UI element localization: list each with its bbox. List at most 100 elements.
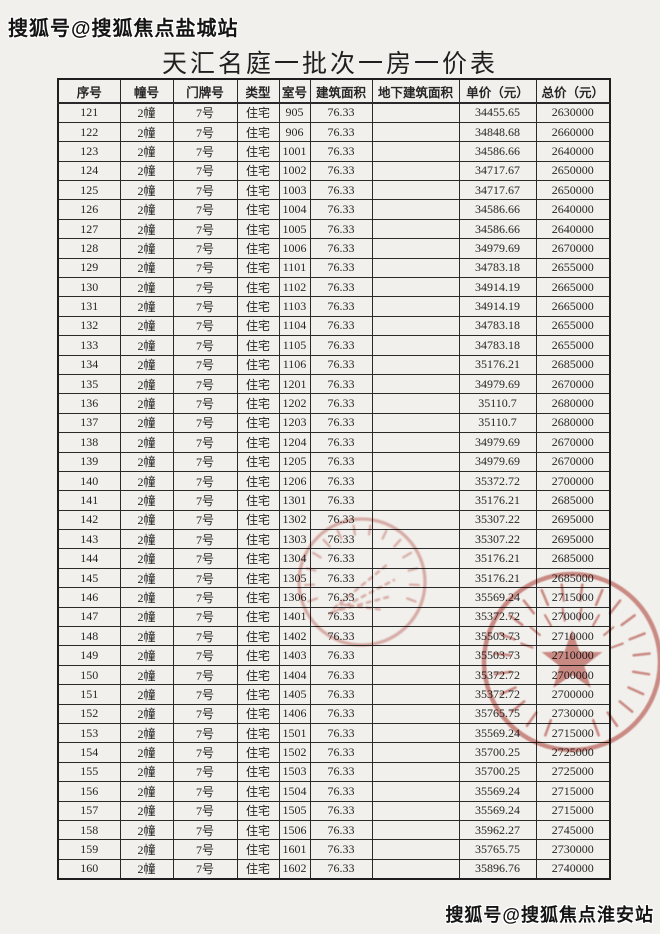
col-building: 2幢 bbox=[119, 626, 174, 647]
col-basement-area bbox=[371, 761, 460, 783]
col-index: 121 bbox=[57, 102, 121, 123]
col-basement-area bbox=[371, 781, 460, 802]
col-type: 住宅 bbox=[236, 567, 280, 589]
col-type: 住宅 bbox=[236, 548, 280, 569]
col-building: 2幢 bbox=[119, 645, 174, 666]
col-building: 2幢 bbox=[119, 180, 174, 201]
table-row: 135 2幢 7号 住宅 1201 76.33 34979.69 2670000 bbox=[57, 373, 611, 395]
col-room: 1502 bbox=[278, 742, 311, 763]
col-building: 2幢 bbox=[119, 781, 174, 802]
table-row: 133 2幢 7号 住宅 1105 76.33 34783.18 2655000 bbox=[57, 335, 611, 356]
col-floor-area: 76.33 bbox=[309, 141, 373, 162]
col-building: 2幢 bbox=[119, 121, 174, 143]
col-building: 2幢 bbox=[119, 335, 174, 356]
col-basement-area bbox=[371, 354, 460, 375]
col-building: 2幢 bbox=[119, 238, 174, 259]
col-unit-price: 35569.24 bbox=[458, 781, 537, 802]
table-row: 155 2幢 7号 住宅 1503 76.33 35700.25 2725000 bbox=[57, 761, 611, 783]
col-building: 2幢 bbox=[119, 141, 174, 162]
col-building: 2幢 bbox=[119, 664, 174, 686]
col-basement-area bbox=[371, 839, 460, 860]
col-type: 住宅 bbox=[236, 257, 280, 279]
col-type: 住宅 bbox=[236, 199, 280, 220]
col-room: 1303 bbox=[278, 529, 311, 550]
col-index: 150 bbox=[57, 664, 121, 686]
col-unit-price: 35569.24 bbox=[458, 722, 537, 744]
col-floor-area: 76.33 bbox=[309, 393, 373, 414]
col-basement-area bbox=[371, 102, 460, 123]
col-floor-area: 76.33 bbox=[309, 742, 373, 763]
col-door-number: 7号 bbox=[172, 335, 238, 356]
col-door-number: 7号 bbox=[172, 742, 238, 763]
col-basement-area bbox=[371, 277, 460, 298]
col-building: 2幢 bbox=[119, 858, 174, 880]
col-building: 2幢 bbox=[119, 761, 174, 783]
col-total-price: 2685000 bbox=[535, 548, 611, 569]
col-type: 住宅 bbox=[236, 277, 280, 298]
col-room: 1006 bbox=[278, 238, 311, 259]
col-room: 1504 bbox=[278, 781, 311, 802]
col-unit-price: 35372.72 bbox=[458, 470, 537, 492]
col-door-number: 7号 bbox=[172, 218, 238, 240]
col-unit-price: 34848.68 bbox=[458, 121, 537, 143]
col-index: 131 bbox=[57, 296, 121, 317]
table-row: 134 2幢 7号 住宅 1106 76.33 35176.21 2685000 bbox=[57, 354, 611, 375]
col-room: 1501 bbox=[278, 722, 311, 744]
col-total-price: 2685000 bbox=[535, 567, 611, 589]
table-row: 148 2幢 7号 住宅 1402 76.33 35503.73 2710000 bbox=[57, 626, 611, 647]
col-basement-area bbox=[371, 606, 460, 628]
table-row: 141 2幢 7号 住宅 1301 76.33 35176.21 2685000 bbox=[57, 490, 611, 511]
col-total-price: 2700000 bbox=[535, 606, 611, 628]
header-col-basement-area: 地下建筑面积 bbox=[371, 78, 460, 104]
col-total-price: 2695000 bbox=[535, 509, 611, 531]
col-floor-area: 76.33 bbox=[309, 277, 373, 298]
col-room: 1304 bbox=[278, 548, 311, 569]
col-building: 2幢 bbox=[119, 373, 174, 395]
header-col-unit-price: 单价（元） bbox=[458, 78, 537, 104]
col-total-price: 2655000 bbox=[535, 315, 611, 337]
col-building: 2幢 bbox=[119, 567, 174, 589]
col-floor-area: 76.33 bbox=[309, 412, 373, 434]
col-index: 133 bbox=[57, 335, 121, 356]
col-type: 住宅 bbox=[236, 490, 280, 511]
col-index: 152 bbox=[57, 703, 121, 725]
header-col-room: 室号 bbox=[278, 78, 311, 104]
col-type: 住宅 bbox=[236, 141, 280, 162]
col-basement-area bbox=[371, 199, 460, 220]
col-basement-area bbox=[371, 121, 460, 143]
col-floor-area: 76.33 bbox=[309, 606, 373, 628]
col-door-number: 7号 bbox=[172, 354, 238, 375]
col-room: 1404 bbox=[278, 664, 311, 686]
col-total-price: 2670000 bbox=[535, 432, 611, 453]
col-door-number: 7号 bbox=[172, 257, 238, 279]
table-row: 125 2幢 7号 住宅 1003 76.33 34717.67 2650000 bbox=[57, 180, 611, 201]
col-unit-price: 34455.65 bbox=[458, 102, 537, 123]
col-building: 2幢 bbox=[119, 703, 174, 725]
col-door-number: 7号 bbox=[172, 199, 238, 220]
col-room: 1102 bbox=[278, 277, 311, 298]
col-room: 1205 bbox=[278, 451, 311, 472]
col-floor-area: 76.33 bbox=[309, 218, 373, 240]
col-floor-area: 76.33 bbox=[309, 587, 373, 608]
col-room: 1105 bbox=[278, 335, 311, 356]
col-type: 住宅 bbox=[236, 684, 280, 705]
col-building: 2幢 bbox=[119, 800, 174, 821]
col-index: 124 bbox=[57, 160, 121, 182]
col-unit-price: 35962.27 bbox=[458, 819, 537, 841]
col-unit-price: 34717.67 bbox=[458, 180, 537, 201]
header-col-building: 幢号 bbox=[119, 78, 174, 104]
col-unit-price: 35503.73 bbox=[458, 626, 537, 647]
col-total-price: 2655000 bbox=[535, 257, 611, 279]
col-floor-area: 76.33 bbox=[309, 121, 373, 143]
col-unit-price: 35700.25 bbox=[458, 761, 537, 783]
table-row: 147 2幢 7号 住宅 1401 76.33 35372.72 2700000 bbox=[57, 606, 611, 628]
header-col-total-price: 总价（元） bbox=[535, 78, 611, 104]
col-index: 156 bbox=[57, 781, 121, 802]
col-door-number: 7号 bbox=[172, 180, 238, 201]
col-room: 1001 bbox=[278, 141, 311, 162]
col-unit-price: 34979.69 bbox=[458, 451, 537, 472]
col-building: 2幢 bbox=[119, 393, 174, 414]
col-index: 160 bbox=[57, 858, 121, 880]
col-door-number: 7号 bbox=[172, 160, 238, 182]
table-row: 149 2幢 7号 住宅 1403 76.33 35503.73 2710000 bbox=[57, 645, 611, 666]
